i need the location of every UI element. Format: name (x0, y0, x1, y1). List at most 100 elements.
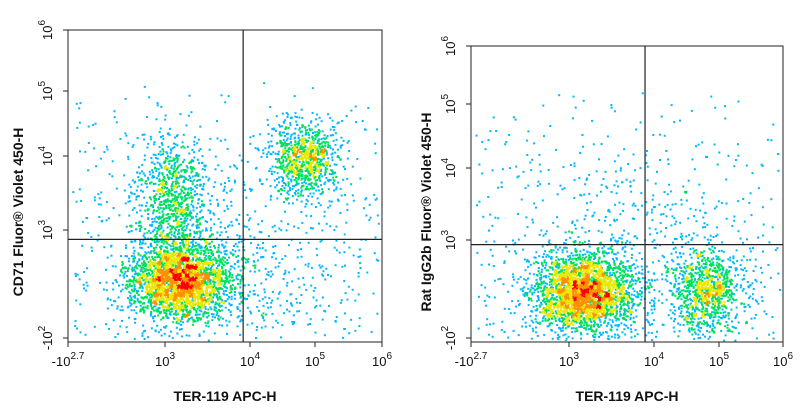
event-dot (318, 138, 320, 141)
event-dot (305, 154, 308, 157)
event-dot (327, 143, 330, 146)
event-dot (156, 102, 159, 105)
event-dot (318, 132, 321, 135)
event-dot (249, 136, 252, 139)
event-dot (167, 222, 170, 225)
event-dot (207, 277, 210, 280)
event-dot (188, 229, 191, 232)
event-dot (279, 161, 282, 164)
event-dot (350, 109, 353, 112)
event-dot (190, 215, 193, 218)
event-dot (305, 198, 308, 201)
event-dot (160, 274, 163, 277)
event-dot (185, 212, 188, 215)
event-dot (169, 225, 172, 228)
event-dot (154, 157, 157, 159)
event-dot (186, 262, 189, 265)
event-dot (262, 256, 265, 258)
event-dot (145, 201, 148, 204)
event-dot (296, 173, 299, 176)
event-dot (235, 219, 238, 222)
event-dot (135, 222, 138, 225)
event-dot (170, 282, 172, 285)
event-dot (224, 138, 227, 141)
event-dot (208, 258, 211, 261)
event-dot (324, 141, 327, 144)
event-dot (169, 127, 171, 130)
event-dot (168, 176, 171, 179)
event-dot (198, 243, 201, 246)
event-dot (148, 260, 151, 263)
event-dot (224, 253, 227, 256)
event-dot (178, 164, 181, 167)
event-dot (153, 220, 156, 223)
event-dot (174, 180, 177, 183)
event-dot (184, 300, 186, 303)
event-dot (133, 285, 136, 288)
event-dot (220, 299, 223, 301)
event-dot (153, 163, 156, 166)
event-dot (367, 107, 370, 109)
event-dot (215, 293, 218, 296)
event-dot (186, 305, 189, 308)
event-dot (142, 190, 144, 193)
event-dot (108, 327, 110, 330)
event-dot (299, 194, 302, 197)
event-dot (294, 145, 297, 148)
event-dot (205, 269, 208, 272)
event-dot (168, 275, 170, 278)
event-dot (175, 279, 178, 282)
event-dot (171, 225, 174, 228)
event-dot (153, 299, 155, 302)
event-dot (153, 190, 156, 192)
event-dot (138, 230, 141, 232)
event-dot (246, 258, 249, 261)
event-dot (178, 185, 181, 188)
event-dot (225, 275, 228, 278)
event-dot (151, 223, 153, 226)
event-dot (130, 224, 133, 227)
event-dot (199, 292, 202, 295)
event-dot (153, 291, 156, 294)
event-dot (149, 198, 152, 201)
event-dot (217, 246, 220, 249)
event-dot (209, 291, 212, 294)
event-dot (123, 276, 126, 279)
event-dot (225, 249, 228, 252)
event-dot (201, 176, 204, 179)
event-dot (216, 259, 219, 262)
event-dot (171, 282, 174, 285)
event-dot (192, 320, 195, 323)
event-dot (185, 224, 188, 227)
event-dot (188, 311, 191, 314)
event-dot (129, 200, 132, 203)
event-dot (328, 144, 331, 147)
event-dot (142, 297, 145, 300)
event-dot (193, 319, 196, 322)
event-dot (136, 137, 139, 139)
event-dot (105, 281, 108, 284)
event-dot (196, 158, 199, 161)
event-dot (301, 221, 304, 224)
event-dot (186, 145, 189, 148)
event-dot (220, 300, 223, 303)
event-dot (300, 248, 303, 251)
event-dot (287, 148, 290, 151)
event-dot (155, 193, 158, 196)
event-dot (302, 184, 305, 187)
event-dot (305, 133, 308, 136)
event-dot (164, 287, 167, 290)
event-dot (325, 167, 328, 170)
event-dot (307, 131, 310, 134)
event-dot (179, 248, 182, 251)
event-dot (192, 271, 195, 274)
event-dot (162, 220, 165, 223)
event-dot (151, 284, 154, 287)
event-dot (187, 258, 189, 261)
event-dot (217, 315, 220, 317)
event-dot (139, 310, 142, 313)
event-dot (327, 146, 330, 149)
event-dot (302, 177, 305, 180)
event-dot (169, 262, 172, 265)
event-dot (218, 292, 221, 295)
